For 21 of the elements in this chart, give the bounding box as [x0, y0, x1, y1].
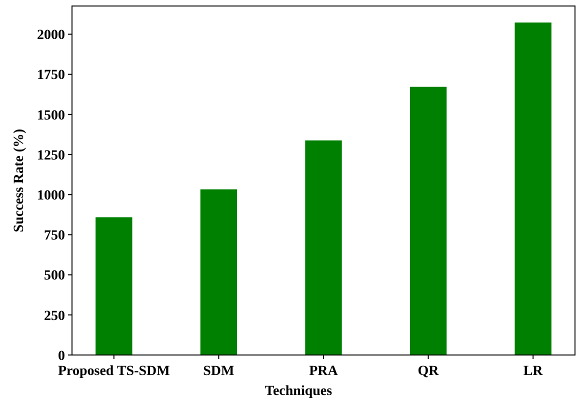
x-tick-label: QR [418, 364, 440, 379]
y-tick-label: 750 [44, 228, 65, 244]
y-tick-label: 1500 [37, 108, 65, 124]
bar [514, 22, 552, 355]
y-tick-label: 2000 [37, 28, 65, 44]
bar [410, 86, 447, 355]
x-tick-label: LR [523, 364, 544, 379]
bar [305, 140, 342, 355]
y-tick-label: 500 [44, 268, 65, 284]
bar [200, 189, 238, 355]
y-tick-label: 1000 [37, 188, 65, 204]
y-tick-label: 250 [44, 308, 65, 324]
x-tick-label: Proposed TS-SDM [58, 364, 170, 379]
x-tick-label: SDM [203, 364, 234, 379]
x-tick-label: PRA [309, 364, 339, 379]
bar [96, 217, 132, 355]
x-axis-title: Techniques [264, 384, 333, 399]
y-axis-title: Success Rate (%) [12, 128, 27, 232]
y-tick-label: 1250 [37, 148, 65, 164]
y-tick-label: 0 [58, 348, 65, 364]
y-tick-label: 1750 [37, 68, 65, 84]
